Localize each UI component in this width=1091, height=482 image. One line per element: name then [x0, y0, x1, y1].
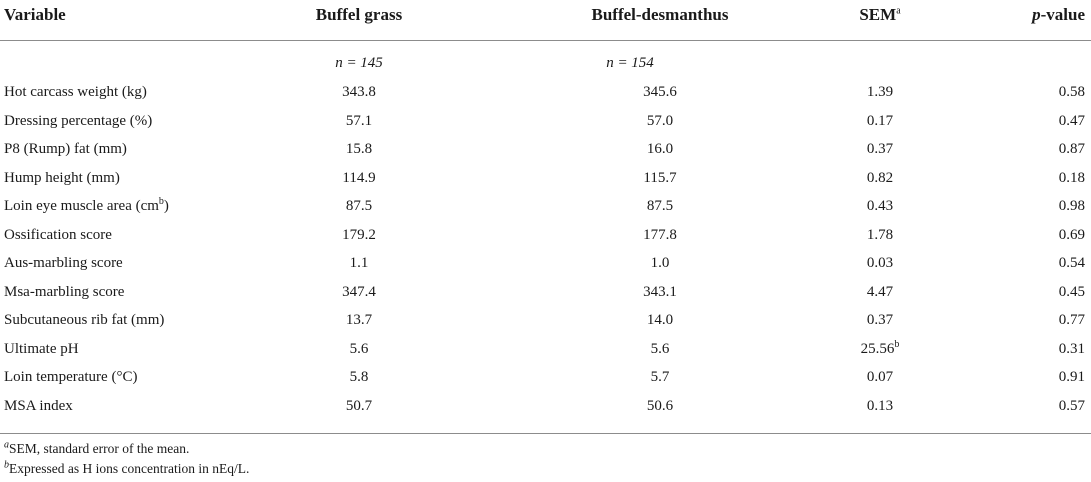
cell-buffel-grass: 5.6 [349, 340, 369, 357]
cell-p-value: 0.98 [1058, 198, 1085, 214]
table-row: Ossification score 179.2 177.8 1.78 0.69 [0, 221, 1091, 250]
cell-sem: 0.07 [866, 369, 894, 385]
cell-buffel-grass: 57.1 [345, 112, 373, 129]
cell-sem: 1.78 [866, 226, 894, 243]
row-label: Hot carcass weight (kg) [4, 84, 147, 100]
cell-p-value: 0.47 [1058, 112, 1085, 129]
cell-buffel-grass: 15.8 [345, 141, 373, 157]
cell-sem: 0.03 [866, 255, 894, 271]
footnote-a: aSEM, standard error of the mean. [4, 439, 190, 456]
cell-sem: 0.13 [866, 397, 894, 414]
row-label: Dressing percentage (%) [4, 112, 153, 129]
header-sem-footnote-mark: a [896, 5, 901, 17]
cell-buffel-grass: 1.1 [349, 255, 369, 271]
row-label: Aus-marbling score [4, 255, 123, 271]
cell-buffel-grass: 13.7 [345, 312, 373, 328]
table-row: MSA index 50.7 50.6 0.13 0.57 [0, 392, 1091, 421]
cell-sem: 0.37 [866, 141, 894, 157]
cell-p-value: 0.54 [1058, 255, 1085, 271]
cell-sem: 0.82 [866, 169, 894, 186]
table-row: Hump height (mm) 114.9 115.7 0.82 0.18 [0, 164, 1091, 193]
footnote-b: bExpressed as H ions concentration in nE… [4, 459, 250, 476]
cell-sem: 0.43 [866, 198, 894, 214]
n-buffel-grass: n = 145 [335, 55, 383, 71]
cell-buffel-desmanthus: 115.7 [643, 169, 677, 186]
cell-buffel-desmanthus: 14.0 [646, 312, 674, 328]
cell-buffel-desmanthus: 57.0 [646, 112, 674, 129]
table-row: Dressing percentage (%) 57.1 57.0 0.17 0.47 [0, 107, 1091, 136]
header-rule [0, 40, 1091, 41]
cell-p-value: 0.69 [1058, 226, 1085, 243]
sample-size-row: n = 145 n = 154 [0, 49, 1091, 78]
bottom-rule [0, 433, 1091, 434]
cell-buffel-desmanthus: 5.6 [650, 340, 670, 357]
n-buffel-desmanthus: n = 154 [606, 55, 654, 71]
header-p-value: p-value [1032, 5, 1085, 24]
cell-p-value: 0.18 [1058, 169, 1085, 186]
cell-buffel-desmanthus: 50.6 [646, 397, 674, 414]
cell-p-value: 0.77 [1058, 312, 1085, 328]
table-row: Ultimate pH 5.6 5.6 25.56b 0.31 [0, 335, 1091, 364]
cell-p-value: 0.31 [1058, 340, 1085, 357]
cell-buffel-grass: 50.7 [345, 397, 373, 414]
row-label: Hump height (mm) [4, 169, 120, 186]
table-row: P8 (Rump) fat (mm) 15.8 16.0 0.37 0.87 [0, 135, 1091, 164]
table-row: Msa-marbling score 347.4 343.1 4.47 0.45 [0, 278, 1091, 307]
cell-buffel-desmanthus: 345.6 [643, 84, 677, 100]
row-label: P8 (Rump) fat (mm) [4, 141, 127, 157]
cell-buffel-desmanthus: 177.8 [643, 226, 677, 243]
row-label: MSA index [4, 397, 73, 414]
header-variable: Variable [4, 5, 66, 24]
row-label: Loin eye muscle area (cmb) [4, 196, 169, 215]
cell-sem: 25.56b [860, 338, 900, 357]
table-row: Subcutaneous rib fat (mm) 13.7 14.0 0.37 0.7… [0, 306, 1091, 335]
row-label: Subcutaneous rib fat (mm) [4, 312, 165, 328]
cell-p-value: 0.45 [1058, 283, 1085, 300]
cell-buffel-grass: 87.5 [345, 198, 373, 214]
cell-buffel-desmanthus: 1.0 [650, 255, 670, 271]
header-sem: SEMa [859, 5, 901, 24]
cell-sem: 1.39 [866, 84, 894, 100]
row-label: Ultimate pH [4, 340, 79, 357]
cell-sem: 4.47 [866, 283, 894, 300]
cell-buffel-grass: 347.4 [342, 283, 376, 300]
table-row: Loin temperature (°C) 5.8 5.7 0.07 0.91 [0, 363, 1091, 392]
header-buffel-desmanthus: Buffel-desmanthus [591, 5, 729, 24]
table-row: Hot carcass weight (kg) 343.8 345.6 1.39 0.5… [0, 78, 1091, 107]
cell-p-value: 0.57 [1058, 397, 1085, 414]
cell-buffel-grass: 343.8 [342, 84, 376, 100]
cell-buffel-desmanthus: 16.0 [646, 141, 674, 157]
cell-p-value: 0.91 [1058, 369, 1085, 385]
table-header-row: Variable Buffel grass Buffel-desmanthus … [0, 0, 1091, 30]
cell-buffel-desmanthus: 87.5 [646, 198, 674, 214]
cell-buffel-grass: 114.9 [342, 169, 376, 186]
cell-sem: 0.17 [866, 112, 894, 129]
row-label: Ossification score [4, 226, 112, 243]
table-row: Aus-marbling score 1.1 1.0 0.03 0.54 [0, 249, 1091, 278]
table-row: Loin eye muscle area (cmb) 87.5 87.5 0.43 0.… [0, 192, 1091, 221]
cell-sem: 0.37 [866, 312, 894, 328]
row-label: Msa-marbling score [4, 283, 125, 300]
cell-p-value: 0.58 [1058, 84, 1085, 100]
row-label: Loin temperature (°C) [4, 369, 138, 385]
header-buffel-grass: Buffel grass [315, 5, 403, 24]
cell-p-value: 0.87 [1058, 141, 1085, 157]
cell-buffel-desmanthus: 343.1 [643, 283, 677, 300]
cell-buffel-grass: 5.8 [349, 369, 369, 385]
cell-buffel-grass: 179.2 [342, 226, 376, 243]
cell-buffel-desmanthus: 5.7 [650, 369, 670, 385]
